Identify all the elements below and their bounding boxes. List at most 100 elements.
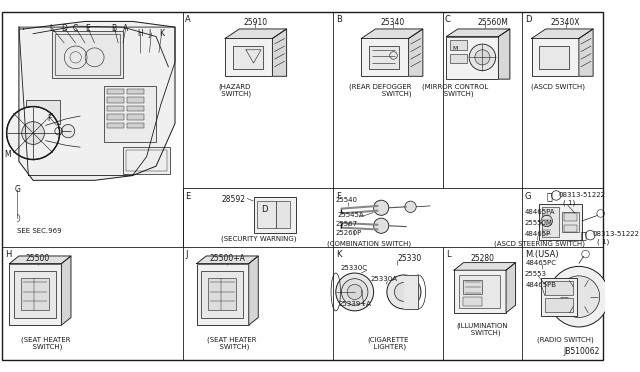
Text: (CIGARETTE: (CIGARETTE xyxy=(367,336,408,343)
Text: 25330C: 25330C xyxy=(340,266,367,272)
Bar xyxy=(26,100,60,124)
Text: (ILLUMINATION: (ILLUMINATION xyxy=(456,322,508,329)
Text: 08313-51222: 08313-51222 xyxy=(558,192,605,198)
Text: ( 1): ( 1) xyxy=(597,239,609,246)
Bar xyxy=(107,89,124,94)
Text: (SEAT HEATER: (SEAT HEATER xyxy=(207,336,257,343)
Text: D: D xyxy=(61,24,67,33)
Text: L: L xyxy=(447,250,451,259)
Bar xyxy=(127,106,144,111)
Bar xyxy=(276,201,291,228)
Text: E: E xyxy=(85,24,90,33)
Polygon shape xyxy=(404,275,418,309)
Text: M: M xyxy=(4,150,12,159)
Bar xyxy=(454,270,506,313)
Bar xyxy=(451,54,467,63)
Bar xyxy=(253,198,296,233)
Circle shape xyxy=(6,106,60,160)
Text: K: K xyxy=(159,29,164,38)
Bar xyxy=(202,271,243,318)
Text: (SEAT HEATER: (SEAT HEATER xyxy=(20,336,70,343)
Text: (RADIO SWITCH): (RADIO SWITCH) xyxy=(537,336,594,343)
Bar xyxy=(127,89,144,94)
Bar xyxy=(107,123,124,128)
Circle shape xyxy=(61,125,75,138)
Text: E: E xyxy=(186,192,191,201)
Circle shape xyxy=(374,218,388,233)
Polygon shape xyxy=(362,29,423,38)
Text: 28592: 28592 xyxy=(221,195,245,205)
Text: M: M xyxy=(452,46,458,51)
Bar xyxy=(107,97,124,103)
Bar xyxy=(369,46,399,69)
Text: D: D xyxy=(261,205,268,214)
Circle shape xyxy=(336,273,374,311)
Circle shape xyxy=(374,200,388,215)
Text: H: H xyxy=(4,250,11,259)
Text: ( 1): ( 1) xyxy=(563,199,575,206)
Text: G: G xyxy=(14,185,20,194)
Text: Ⓢ: Ⓢ xyxy=(580,231,587,240)
Bar xyxy=(196,264,249,325)
Polygon shape xyxy=(61,256,71,325)
Text: 25330A: 25330A xyxy=(371,276,398,282)
Text: B: B xyxy=(111,24,116,33)
Text: L: L xyxy=(49,24,53,33)
Text: 08313-51222: 08313-51222 xyxy=(592,231,639,237)
Text: F: F xyxy=(336,192,340,201)
Bar xyxy=(127,97,144,103)
Circle shape xyxy=(541,215,552,227)
Text: 25280: 25280 xyxy=(470,254,495,263)
Text: 25545A: 25545A xyxy=(338,212,364,218)
Bar xyxy=(225,38,273,76)
Bar xyxy=(447,36,499,79)
Text: G: G xyxy=(525,192,531,201)
Bar xyxy=(127,114,144,120)
Bar xyxy=(541,278,577,315)
Circle shape xyxy=(469,44,495,71)
Polygon shape xyxy=(532,29,593,38)
Polygon shape xyxy=(225,29,287,38)
Bar xyxy=(208,278,236,310)
Text: (ASCD SWITCH): (ASCD SWITCH) xyxy=(531,84,585,90)
Bar xyxy=(463,297,483,306)
Text: (ASCD STEERING SWITCH): (ASCD STEERING SWITCH) xyxy=(493,241,585,247)
Bar xyxy=(463,280,483,294)
Polygon shape xyxy=(196,256,258,264)
Bar xyxy=(123,147,170,174)
Text: 25910: 25910 xyxy=(243,17,268,27)
Bar xyxy=(127,123,144,128)
Text: 25540: 25540 xyxy=(336,198,358,203)
Text: (COMBINATION SWITCH): (COMBINATION SWITCH) xyxy=(327,241,411,247)
Polygon shape xyxy=(249,256,258,325)
Text: M.(USA): M.(USA) xyxy=(525,250,559,259)
Text: 25500: 25500 xyxy=(26,254,50,263)
Polygon shape xyxy=(499,29,510,79)
Text: (HAZARD: (HAZARD xyxy=(218,84,251,90)
Bar xyxy=(451,40,467,50)
Bar xyxy=(539,46,570,69)
Circle shape xyxy=(548,266,609,327)
Text: SWITCH): SWITCH) xyxy=(28,344,63,350)
Polygon shape xyxy=(408,29,423,76)
Bar xyxy=(542,207,559,237)
Text: D: D xyxy=(525,15,531,24)
Circle shape xyxy=(347,284,362,299)
Text: (REAR DEFOGGER: (REAR DEFOGGER xyxy=(349,84,412,90)
Circle shape xyxy=(387,275,421,309)
Bar xyxy=(21,278,49,310)
Text: (SECURITY WARNING): (SECURITY WARNING) xyxy=(221,235,297,242)
Bar xyxy=(459,275,500,308)
Polygon shape xyxy=(19,22,175,180)
Bar xyxy=(564,214,577,221)
Bar xyxy=(545,280,573,295)
Text: SWITCH): SWITCH) xyxy=(218,90,251,97)
Bar xyxy=(107,106,124,111)
Text: 48465PB: 48465PB xyxy=(526,282,557,288)
Text: 25340X: 25340X xyxy=(551,17,580,27)
Polygon shape xyxy=(506,263,515,313)
Text: A: A xyxy=(123,24,128,33)
Text: LIGHTER): LIGHTER) xyxy=(369,344,406,350)
Bar xyxy=(564,225,577,232)
Polygon shape xyxy=(447,29,510,36)
